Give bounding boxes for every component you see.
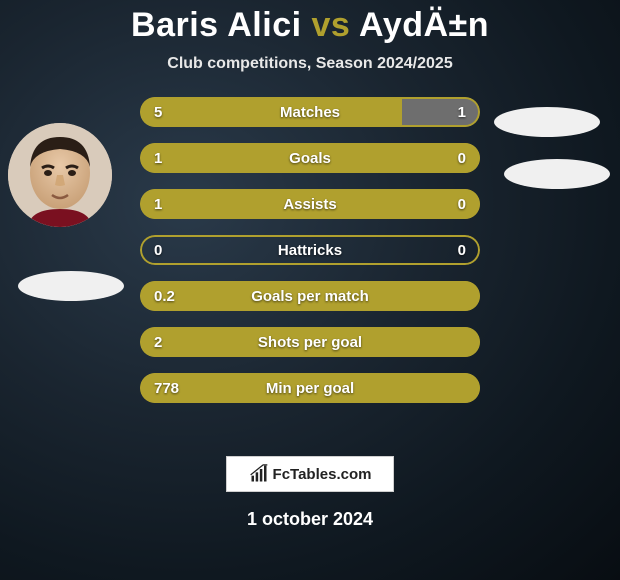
stat-value-right: 0: [458, 150, 466, 167]
stat-bars: 5Matches11Goals01Assists00Hattricks00.2G…: [140, 97, 480, 403]
stat-value-right: 0: [458, 196, 466, 213]
stat-row: 1Goals0: [140, 143, 480, 173]
stat-label: Matches: [140, 104, 480, 121]
stat-value-right: 1: [458, 104, 466, 121]
player2-team-logo: [504, 159, 610, 189]
stat-label: Shots per goal: [140, 334, 480, 351]
branding-text: FcTables.com: [273, 466, 372, 483]
vs-word: vs: [312, 6, 351, 44]
stat-label: Goals: [140, 150, 480, 167]
stat-label: Assists: [140, 196, 480, 213]
stat-value-right: 0: [458, 242, 466, 259]
date-label: 1 october 2024: [0, 509, 620, 530]
player2-name: AydÄ±n: [359, 6, 489, 44]
stat-row: 2Shots per goal: [140, 327, 480, 357]
branding: FcTables.com: [226, 456, 394, 492]
stat-row: 5Matches1: [140, 97, 480, 127]
chart-icon: [249, 464, 269, 484]
stat-label: Hattricks: [140, 242, 480, 259]
comparison-body: 5Matches11Goals01Assists00Hattricks00.2G…: [0, 93, 620, 580]
stat-row: 778Min per goal: [140, 373, 480, 403]
player1-team-logo: [18, 271, 124, 301]
stat-label: Goals per match: [140, 288, 480, 305]
player1-name: Baris Alici: [131, 6, 302, 44]
stat-row: 0Hattricks0: [140, 235, 480, 265]
subtitle: Club competitions, Season 2024/2025: [167, 55, 452, 73]
stat-row: 1Assists0: [140, 189, 480, 219]
stat-label: Min per goal: [140, 380, 480, 397]
stat-row: 0.2Goals per match: [140, 281, 480, 311]
player2-avatar-placeholder: [494, 107, 600, 137]
player1-avatar: [8, 123, 112, 227]
comparison-title: Baris Alici vs AydÄ±n: [131, 6, 489, 45]
